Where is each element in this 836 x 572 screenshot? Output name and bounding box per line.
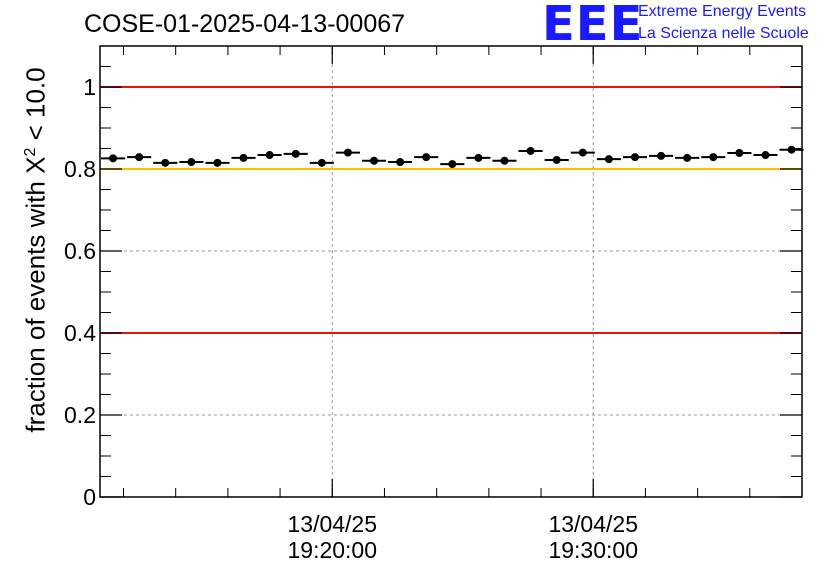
data-point [343, 148, 352, 157]
data-point [265, 151, 274, 160]
data-point [370, 156, 379, 165]
data-point [709, 153, 718, 162]
data-point [291, 149, 300, 158]
data-point [787, 145, 796, 154]
plot-frame [99, 45, 803, 498]
data-point [448, 160, 457, 169]
eee-logo: EEE Extreme Energy Events La Scienza nel… [542, 0, 832, 52]
x-tick-date-label: 13/04/25 [287, 511, 377, 537]
y-tick-label: 0.4 [64, 320, 96, 346]
data-point [526, 146, 535, 155]
data-point [239, 153, 248, 162]
data-point [161, 158, 170, 167]
data-point [500, 156, 509, 165]
x-tick-date-label: 13/04/25 [548, 511, 638, 537]
x-tick-time-label: 19:30:00 [548, 537, 638, 563]
chart-title: COSE-01-2025-04-13-00067 [84, 10, 406, 38]
logo-mark: EEE [542, 0, 644, 52]
logo-line-1: Extreme Energy Events [638, 3, 807, 20]
data-point [187, 158, 196, 167]
data-point [657, 151, 666, 160]
data-point [735, 149, 744, 158]
data-point [213, 158, 222, 167]
y-tick-label: 0 [83, 484, 96, 510]
data-point [604, 155, 613, 164]
data-point [422, 153, 431, 162]
data-point [109, 154, 118, 163]
data-point [630, 153, 639, 162]
x-tick-time-label: 19:20:00 [287, 537, 377, 563]
data-point [683, 153, 692, 162]
data-point [317, 158, 326, 167]
grid-layer [100, 46, 802, 497]
data-point [396, 158, 405, 167]
y-tick-label: 0.2 [64, 402, 96, 428]
data-point [578, 148, 587, 157]
y-tick-label: 0.8 [64, 156, 96, 182]
y-tick-label: 0.6 [64, 238, 96, 264]
data-point [474, 153, 483, 162]
reference-lines-layer [100, 86, 802, 334]
y-tick-label: 1 [83, 74, 96, 100]
data-point [135, 153, 144, 162]
points-layer [101, 145, 804, 169]
data-point [761, 151, 770, 160]
data-point [552, 155, 561, 164]
logo-line-2: La Scienza nelle Scuole [638, 25, 809, 42]
ticks-layer: 00.20.40.60.8113/04/2519:20:0013/04/2519… [64, 45, 803, 563]
